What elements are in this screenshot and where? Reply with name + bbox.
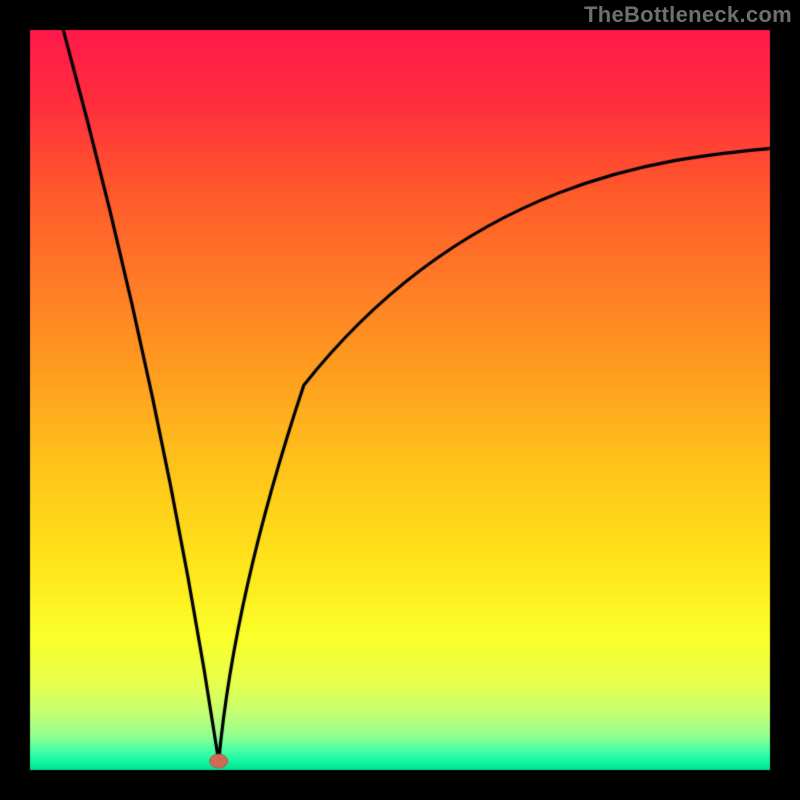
chart-canvas — [0, 0, 800, 800]
chart-stage: TheBottleneck.com — [0, 0, 800, 800]
attribution-text: TheBottleneck.com — [584, 2, 792, 28]
